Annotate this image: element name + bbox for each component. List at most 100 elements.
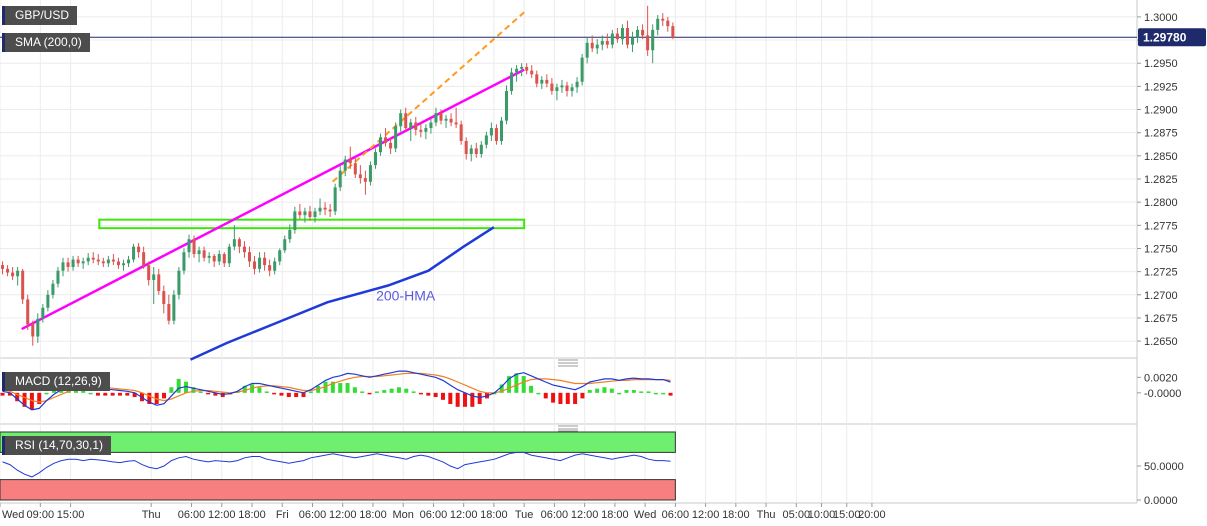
candle xyxy=(6,265,10,277)
x-tick-label: 12:00 xyxy=(692,509,720,521)
candle-body xyxy=(525,66,529,71)
candle xyxy=(318,198,322,216)
candle xyxy=(96,254,100,266)
candle-body xyxy=(258,257,262,269)
x-tick-label: 18:00 xyxy=(601,509,629,521)
candle xyxy=(76,255,80,267)
candle-body xyxy=(6,268,10,273)
macd-histogram-bar xyxy=(352,387,357,393)
candle xyxy=(268,259,272,277)
macd-histogram-bar xyxy=(37,392,42,405)
candle xyxy=(384,128,388,147)
candle xyxy=(263,252,267,271)
instrument-tag[interactable]: GBP/USD xyxy=(2,6,78,25)
candle-body xyxy=(409,122,413,129)
candle xyxy=(207,252,211,264)
candle xyxy=(520,63,524,77)
candle xyxy=(484,131,488,149)
candle xyxy=(560,79,564,93)
macd-histogram-bar xyxy=(213,392,218,396)
candle-body xyxy=(106,259,110,264)
candle-body xyxy=(620,28,624,40)
macd-histogram-bar xyxy=(264,391,269,393)
x-tick-label: 05:00 xyxy=(783,509,811,521)
x-tick-label: 20:00 xyxy=(858,509,886,521)
macd-histogram-bar xyxy=(609,388,614,393)
candle xyxy=(661,13,665,27)
x-tick-label: Fri xyxy=(276,509,289,521)
y-tick-label: 1.2800 xyxy=(1144,197,1178,209)
macd-histogram-bar xyxy=(286,392,291,398)
candle-body xyxy=(91,257,95,260)
y-tick-label: 1.2925 xyxy=(1144,81,1178,93)
macd-histogram-bar xyxy=(426,392,431,396)
candle xyxy=(625,20,629,49)
candle xyxy=(258,252,262,273)
candle-body xyxy=(26,299,30,325)
candle-body xyxy=(363,178,367,182)
candle xyxy=(666,16,670,32)
candle-body xyxy=(247,252,251,262)
candle xyxy=(575,77,579,93)
candle-body xyxy=(565,85,569,91)
candle xyxy=(585,37,589,64)
rsi-tick-label: 0.0000 xyxy=(1144,495,1178,507)
candle-body xyxy=(661,18,665,21)
candle-body xyxy=(127,259,131,264)
macd-tick-label: 0.0020 xyxy=(1144,372,1178,384)
candle xyxy=(137,242,141,258)
candle xyxy=(333,183,337,216)
candle-body xyxy=(36,318,40,337)
candle-body xyxy=(232,239,236,247)
macd-histogram-bar xyxy=(543,392,548,399)
rsi-overbought-zone xyxy=(0,431,676,453)
candle xyxy=(293,206,297,234)
macd-histogram-bar xyxy=(639,391,644,393)
candle-body xyxy=(31,324,35,337)
candle-body xyxy=(575,81,579,88)
macd-histogram-bar xyxy=(404,388,409,393)
candle xyxy=(615,28,619,43)
candle-body xyxy=(404,113,408,129)
candle xyxy=(212,254,216,267)
candle-body xyxy=(41,307,45,319)
x-tick-label: 12:00 xyxy=(571,509,599,521)
candle xyxy=(605,33,609,49)
candle-body xyxy=(253,261,257,269)
candle-body xyxy=(303,211,307,216)
rsi-tag[interactable]: RSI (14,70,30,1) xyxy=(2,436,112,455)
macd-histogram-bar xyxy=(448,392,453,405)
macd-histogram-bar xyxy=(624,390,629,393)
hma-200-line xyxy=(189,226,495,361)
macd-signal-line xyxy=(2,372,671,403)
macd-tag[interactable]: MACD (12,26,9) xyxy=(2,372,110,391)
sma-tag[interactable]: SMA (200,0) xyxy=(2,33,90,52)
candle-body xyxy=(132,246,136,260)
candle xyxy=(530,65,534,79)
candle-body xyxy=(515,68,519,73)
candle-body xyxy=(379,137,383,153)
candle xyxy=(162,285,166,314)
candle xyxy=(464,137,468,160)
candle-body xyxy=(530,70,534,75)
y-tick-label: 1.2675 xyxy=(1144,313,1178,325)
candle-body xyxy=(434,113,438,123)
candle xyxy=(656,15,660,36)
candle xyxy=(51,279,55,299)
macd-histogram-bar xyxy=(602,387,607,393)
candle xyxy=(610,29,614,49)
candle xyxy=(373,148,377,169)
candle xyxy=(61,257,65,277)
candle xyxy=(81,257,85,269)
candle-body xyxy=(368,165,372,182)
candle-body xyxy=(313,211,317,217)
candle-body xyxy=(152,274,156,280)
candle-body xyxy=(298,211,302,216)
candle xyxy=(313,207,317,223)
candle xyxy=(41,304,45,323)
candle xyxy=(288,224,292,243)
candle-body xyxy=(414,122,418,130)
macd-histogram-bar xyxy=(653,392,658,395)
y-tick-label: 1.2850 xyxy=(1144,151,1178,163)
